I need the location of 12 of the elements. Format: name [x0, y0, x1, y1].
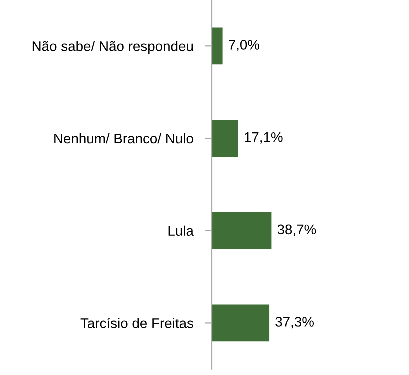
y-tick-label: Tarcísio de Freitas [80, 318, 194, 328]
y-tick-label: Lula [168, 226, 194, 236]
y-tick-label: Não sabe/ Não respondeu [32, 41, 194, 54]
bar [212, 212, 272, 250]
data-label: 37,3% [276, 317, 314, 329]
data-label: 17,1% [244, 132, 283, 144]
y-tick-label: Nenhum/ Branco/ Nulo [54, 133, 194, 144]
data-label: 38,7% [278, 224, 316, 236]
bar [212, 304, 270, 342]
bar [212, 120, 238, 157]
data-label: 7,0% [229, 40, 260, 52]
bar [212, 28, 223, 65]
